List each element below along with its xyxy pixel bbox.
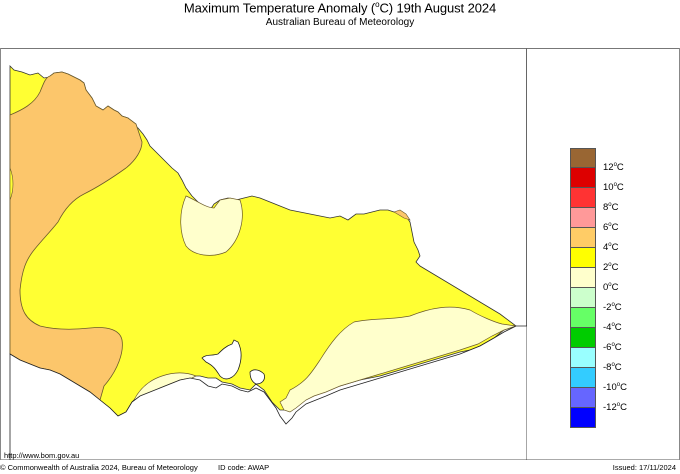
legend-swatch [570, 288, 596, 308]
issued-date: Issued: 17/11/2024 [612, 463, 676, 472]
western-port [249, 369, 265, 385]
region-4-to-6-northwest [9, 71, 143, 401]
legend-label: -8oC [603, 362, 622, 374]
map-subtitle: Australian Bureau of Meteorology [265, 17, 415, 28]
legend-swatch [570, 408, 596, 428]
legend-label: -6oC [603, 342, 622, 354]
legend-swatch [570, 388, 596, 408]
legend-label: 12oC [603, 162, 624, 174]
victoria-anomaly-map [9, 65, 527, 460]
copyright-notice: © Commonwealth of Australia 2024, Bureau… [0, 463, 198, 472]
id-code: ID code: AWAP [218, 463, 270, 472]
region-0-to-2-southeast [279, 306, 517, 413]
legend-swatch [570, 348, 596, 368]
legend-swatch [570, 168, 596, 188]
legend-label: 8oC [603, 202, 619, 214]
legend-swatch [570, 308, 596, 328]
legend-label: 2oC [603, 262, 619, 274]
legend-label: 10oC [603, 182, 624, 194]
legend-swatch [570, 328, 596, 348]
legend-label: 0oC [603, 282, 619, 294]
legend-swatch [570, 268, 596, 288]
legend-label: -4oC [603, 322, 622, 334]
legend-swatch [570, 368, 596, 388]
region-4-to-6-northeast [393, 209, 411, 221]
source-url[interactable]: http://www.bom.gov.au [4, 451, 80, 460]
map-title: Maximum Temperature Anomaly (oC) 19th Au… [183, 0, 497, 16]
legend-label: -2oC [603, 302, 622, 314]
port-phillip-bay [201, 339, 242, 380]
legend-swatch [570, 248, 596, 268]
legend-label: 4oC [603, 242, 619, 254]
map-panel [0, 48, 527, 460]
legend-swatch [570, 188, 596, 208]
legend-label: 6oC [603, 222, 619, 234]
legend-label: -10oC [603, 382, 627, 394]
region-2-to-4-west-sliver [9, 167, 14, 201]
legend-panel [527, 48, 680, 460]
ocean-mask [9, 325, 527, 460]
legend-swatch [570, 228, 596, 248]
region-0-to-2-central [180, 195, 243, 256]
legend-label: -12oC [603, 402, 627, 414]
legend-swatch [570, 208, 596, 228]
legend-swatch [570, 148, 596, 168]
